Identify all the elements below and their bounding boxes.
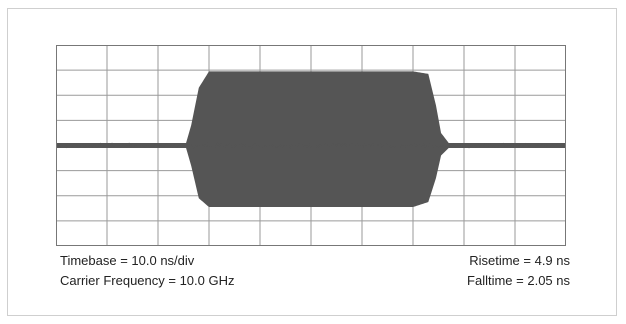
risetime-label: Risetime = 4.9 ns: [469, 253, 570, 268]
timebase-label: Timebase = 10.0 ns/div: [60, 253, 195, 268]
scope-plot: [56, 45, 566, 246]
measurement-caption: Risetime = 4.9 ns Falltime = 2.05 ns: [467, 251, 570, 291]
graticule-border: [56, 45, 566, 246]
falltime-label: Falltime = 2.05 ns: [467, 273, 570, 288]
scope-display: [56, 45, 566, 246]
rf-pulse-envelope: [56, 71, 566, 208]
carrier-frequency-label: Carrier Frequency = 10.0 GHz: [60, 273, 235, 288]
settings-caption: Timebase = 10.0 ns/div Carrier Frequency…: [60, 251, 234, 291]
baseline-trace: [56, 142, 566, 149]
